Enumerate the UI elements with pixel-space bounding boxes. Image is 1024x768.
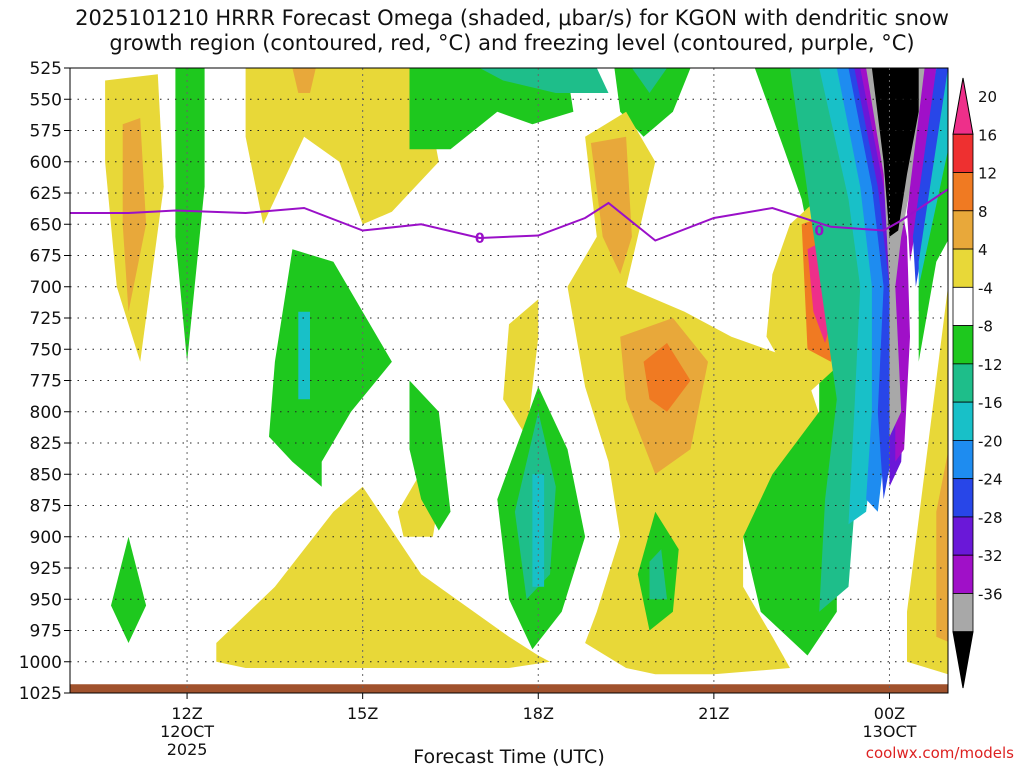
omega-region-18	[503, 299, 539, 437]
colorbar-bin-4	[952, 248, 974, 288]
omega-region-24	[649, 549, 667, 600]
colorbar-bin-7	[952, 363, 974, 403]
colorbar-bin-2	[952, 172, 974, 212]
freezing-level-line	[70, 188, 948, 242]
omega-region-49	[936, 451, 948, 642]
omega-region-12	[614, 68, 691, 137]
y-tick-label-650: 650	[30, 215, 62, 235]
colorbar-bin-8	[952, 401, 974, 441]
colorbar-label--4: -4	[978, 279, 993, 297]
colorbar-label--16: -16	[978, 394, 1003, 412]
omega-region-40	[918, 68, 948, 312]
omega-region-25	[111, 536, 147, 643]
chart-title-line2: growth region (contoured, red, °C) and f…	[109, 31, 915, 55]
y-tick-label-850: 850	[30, 465, 62, 485]
colorbar: 20 16 12 8 4 -4 -8 -12 -16 -20 -24 -28 -32 -36	[952, 77, 1003, 689]
colorbar-bin-14	[952, 631, 974, 689]
colorbar-label-16: 16	[978, 126, 997, 144]
omega-region-11	[479, 68, 609, 93]
omega-region-1	[122, 118, 147, 312]
y-tick-label-550: 550	[30, 90, 62, 110]
colorbar-label--32: -32	[978, 547, 1003, 565]
y-tick-label-825: 825	[30, 434, 62, 454]
colorbar-bin-9	[952, 439, 974, 480]
colorbar-label--36: -36	[978, 585, 1003, 603]
y-tick-label-950: 950	[30, 590, 62, 610]
omega-region-43	[1001, 149, 1024, 537]
y-tick-label-975: 975	[30, 622, 62, 642]
freezing-level-label-1: 0	[814, 224, 824, 240]
y-tick-label-625: 625	[30, 184, 62, 204]
omega-region-9	[409, 380, 451, 531]
colorbar-bin-0	[952, 77, 974, 135]
y-tick-label-525: 525	[30, 59, 62, 79]
x-tick-sublabel-12Z-0: 12OCT	[160, 722, 214, 741]
colorbar-bin-6	[952, 325, 974, 365]
colorbar-label--24: -24	[978, 471, 1003, 489]
y-tick-label-675: 675	[30, 247, 62, 267]
y-tick-label-775: 775	[30, 372, 62, 392]
colorbar-label--28: -28	[978, 509, 1003, 527]
colorbar-bin-13	[952, 593, 974, 633]
colorbar-label-8: 8	[978, 203, 988, 221]
omega-region-6	[298, 311, 310, 400]
omega-region-17	[643, 343, 691, 412]
x-tick-sublabel-00Z-0: 13OCT	[863, 722, 917, 741]
colorbar-bin-5	[952, 286, 974, 327]
y-tick-label-800: 800	[30, 403, 62, 423]
grid	[70, 67, 948, 694]
colorbar-label--20: -20	[978, 432, 1003, 450]
omega-region-38	[907, 68, 937, 262]
y-tick-label-575: 575	[30, 122, 62, 142]
chart-title: 2025101210 HRRR Forecast Omega (shaded, …	[0, 6, 1024, 56]
colorbar-label--8: -8	[978, 318, 993, 336]
omega-region-13	[631, 68, 667, 93]
colorbar-label-20: 20	[978, 88, 997, 106]
x-tick-label-18Z: 18Z	[523, 704, 554, 723]
ground-strip	[70, 684, 948, 693]
x-axis-title: Forecast Time (UTC)	[413, 746, 605, 768]
x-tick-label-21Z: 21Z	[698, 704, 729, 723]
omega-region-3	[245, 68, 439, 225]
omega-region-39	[912, 68, 948, 287]
omega-region-10	[409, 68, 574, 150]
x-tick-label-15Z: 15Z	[347, 704, 378, 723]
omega-region-36	[866, 68, 925, 437]
colorbar-bin-10	[952, 478, 974, 518]
x-tick-label-00Z: 00Z	[874, 704, 905, 723]
omega-region-7	[216, 486, 551, 668]
colorbar-bin-3	[952, 210, 974, 250]
y-tick-label-1000: 1000	[19, 653, 62, 673]
y-tick-label-925: 925	[30, 559, 62, 579]
y-tick-label-600: 600	[30, 153, 62, 173]
y-tick-label-700: 700	[30, 278, 62, 298]
y-tick-label-875: 875	[30, 497, 62, 517]
colorbar-bin-12	[952, 554, 974, 594]
omega-region-33	[848, 68, 902, 500]
colorbar-label-4: 4	[978, 241, 988, 259]
y-tick-label-1025: 1025	[19, 684, 62, 704]
colorbar-bin-1	[952, 133, 974, 173]
omega-region-44	[1018, 174, 1024, 487]
x-tick-label-12Z: 12Z	[171, 704, 202, 723]
y-tick-label-725: 725	[30, 309, 62, 329]
x-tick-sublabel-12Z-1: 2025	[167, 740, 208, 759]
chart-title-line1: 2025101210 HRRR Forecast Omega (shaded, …	[75, 6, 949, 30]
omega-region-2	[175, 68, 205, 362]
colorbar-bin-11	[952, 516, 974, 556]
colorbar-label--12: -12	[978, 356, 1003, 374]
y-tick-label-900: 900	[30, 528, 62, 548]
colorbar-label-12: 12	[978, 165, 997, 183]
omega-region-4	[292, 68, 316, 93]
omega-region-37	[871, 68, 919, 237]
credit-text: coolwx.com/models	[865, 744, 1014, 762]
freezing-level-label-0: 0	[475, 231, 485, 247]
y-tick-label-750: 750	[30, 340, 62, 360]
omega-region-5	[269, 249, 392, 487]
